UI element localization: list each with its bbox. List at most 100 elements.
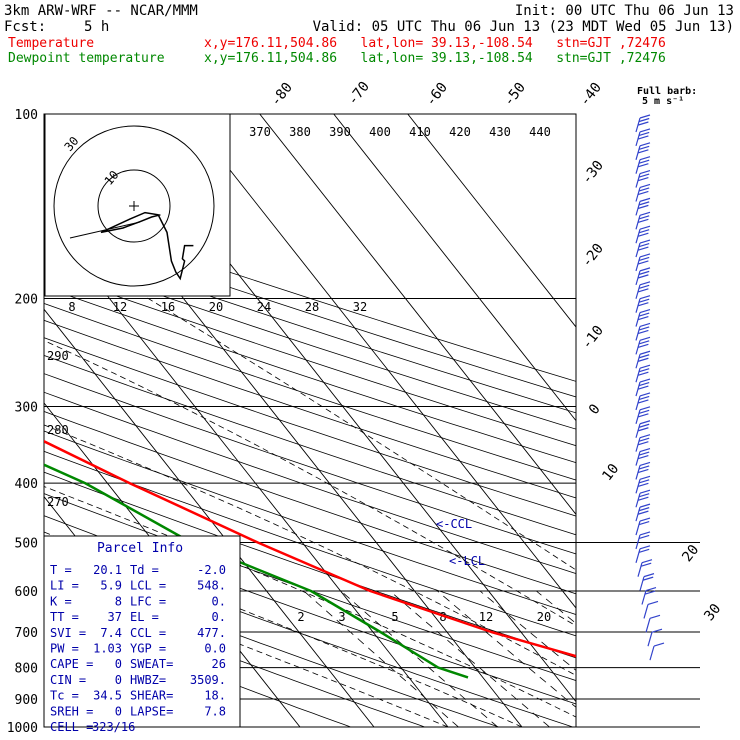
parcel-value: 3509. [190, 673, 226, 687]
parcel-key: EL = [130, 610, 159, 624]
forecast-label: Fcst: [4, 19, 47, 35]
parcel-value: 477. [197, 626, 226, 640]
pressure-label-700: 700 [15, 626, 38, 641]
dry-adiabat [44, 391, 576, 574]
mixing-ratio-label: 20 [537, 610, 551, 624]
wind-barb [635, 308, 651, 327]
theta-e-label: 280 [47, 423, 69, 437]
speed-label: 28 [305, 300, 319, 314]
parcel-key: TT = [50, 610, 79, 624]
isotherm [407, 114, 576, 328]
hodograph-frame [44, 113, 231, 297]
wind-barb [635, 517, 651, 536]
parcel-key: HWBZ= [130, 673, 166, 687]
parcel-value: 0.0 [204, 642, 226, 656]
dewpoint-profile [44, 463, 469, 679]
parcel-value: 5.9 [100, 579, 122, 593]
parcel-value: 0. [212, 610, 226, 624]
lcl-label: <-LCL [449, 554, 485, 568]
parcel-value: 0 [115, 704, 122, 718]
parcel-key: SREH = [50, 704, 93, 718]
wind-barb [637, 559, 653, 577]
wind-barb [635, 420, 651, 438]
mixing-ratio-line [536, 590, 576, 624]
theta-label: 390 [329, 125, 351, 139]
legend-dewpoint-info: x,y=176.11,504.86 lat,lon= 39.13,-108.54… [204, 51, 666, 66]
isotherm-label: -20 [579, 241, 607, 271]
wind-barb [641, 586, 657, 605]
wind-barb [635, 142, 651, 160]
wind-barb [635, 281, 651, 299]
hodograph-ring-30 [53, 125, 215, 287]
pressure-label-500: 500 [15, 536, 38, 551]
isotherm-label: -30 [579, 158, 607, 188]
isotherm-label: 30 [701, 601, 724, 624]
wind-barb [635, 531, 651, 550]
mixing-ratio-line [479, 590, 576, 671]
speed-label: 32 [353, 300, 367, 314]
wind-barb [635, 239, 651, 258]
wind-barb [635, 197, 651, 216]
moist-adiabat [44, 486, 576, 718]
legend-temperature-name: Temperature [8, 36, 95, 51]
legend-temperature-info: x,y=176.11,504.86 lat,lon= 39.13,-108.54… [204, 36, 666, 51]
parcel-value: 37 [108, 610, 122, 624]
isotherm-label: -60 [423, 80, 451, 110]
mixing-ratio-label: 3 [338, 610, 345, 624]
dry-adiabat [44, 430, 576, 615]
parcel-value: 0 [115, 657, 122, 671]
moist-adiabat [44, 340, 576, 627]
parcel-box-frame [43, 535, 241, 728]
parcel-value: 18. [204, 689, 226, 703]
wind-barb [635, 211, 651, 230]
ccl-label: <-CCL [436, 517, 472, 531]
parcel-info-box: Parcel Info T = 20.1 Td = -2.0 LI = 5.9 LCL = 54… [43, 535, 241, 734]
dry-adiabat [44, 411, 576, 595]
mixing-ratio-label: 2 [297, 610, 304, 624]
wind-barb [635, 322, 651, 341]
speed-label: 16 [161, 300, 175, 314]
parcel-value: 323/16 [92, 720, 135, 734]
parcel-key: SVI = [50, 626, 86, 640]
forecast-hour: 5 h [84, 19, 110, 35]
theta-label: 410 [409, 125, 431, 139]
wind-barb-unit: 5 m s⁻¹ [642, 96, 684, 107]
parcel-key: K = [50, 594, 72, 608]
wind-barb [635, 350, 651, 369]
wind-barb [635, 114, 651, 133]
wind-barb [635, 170, 651, 188]
theta-label: 430 [489, 125, 511, 139]
speed-label: 12 [113, 300, 127, 314]
isotherm [185, 114, 576, 609]
plot-frame [43, 113, 577, 728]
model-title: 3km ARW-WRF -- NCAR/MMM [4, 3, 198, 19]
wind-barb [635, 503, 651, 522]
theta-label: 370 [249, 125, 271, 139]
dry-adiabat [44, 450, 576, 637]
parcel-value: 26 [212, 657, 226, 671]
dry-adiabat [44, 270, 576, 447]
isotherm-label: -50 [501, 80, 529, 110]
parcel-key: CCL = [130, 626, 166, 640]
parcel-key: SWEAT= [130, 657, 173, 671]
dry-adiabat [44, 238, 576, 414]
wind-barb [635, 156, 651, 174]
moist-adiabat [44, 424, 576, 676]
theta-label: 380 [289, 125, 311, 139]
parcel-key: CAPE = [50, 657, 93, 671]
dry-adiabat [44, 471, 576, 659]
pressure-label-100: 100 [15, 108, 38, 123]
isotherm [0, 114, 4, 727]
wind-barb [635, 183, 651, 202]
legend-dewpoint-name: Dewpoint temperature [8, 51, 165, 66]
pressure-label-400: 400 [15, 477, 38, 492]
pressure-label-600: 600 [15, 585, 38, 600]
wind-barb [635, 434, 651, 452]
parcel-key: CIN = [50, 673, 86, 687]
wind-barb [635, 267, 651, 286]
mixing-ratio-label: 5 [391, 610, 398, 624]
parcel-value: 1.03 [93, 642, 122, 656]
wind-barb [635, 406, 651, 425]
